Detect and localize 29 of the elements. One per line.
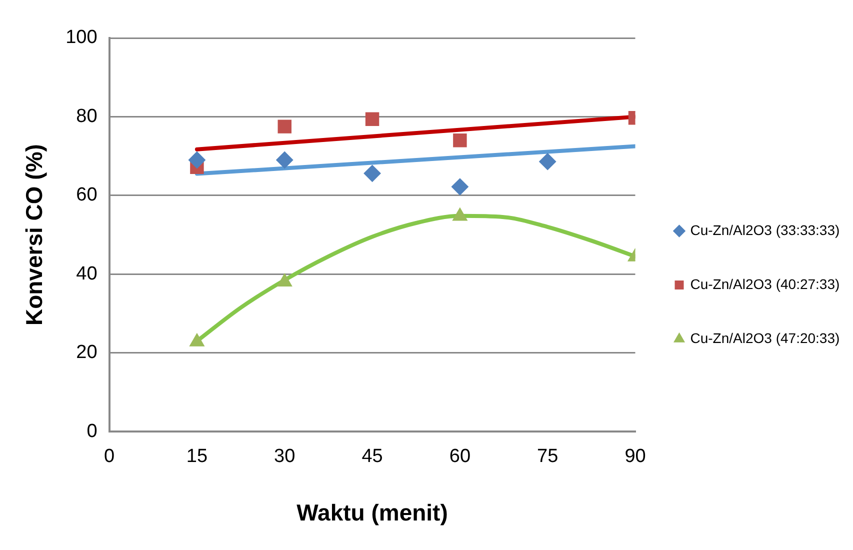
y-tick-label: 20 [76, 342, 98, 364]
point [364, 164, 381, 182]
y-tick-label: 100 [66, 27, 98, 48]
x-axis-title: Waktu (menit) [296, 500, 448, 526]
legend-label: Cu-Zn/Al2O3 (33:33:33) [690, 222, 840, 238]
point [365, 112, 380, 126]
point [277, 274, 292, 287]
point [190, 333, 204, 346]
y-tick-label: 40 [76, 263, 98, 284]
y-tick-label: 80 [76, 106, 98, 127]
point [539, 153, 556, 170]
y-tick-label: 0 [86, 420, 98, 442]
point [453, 133, 467, 148]
point [276, 152, 294, 169]
point [452, 208, 468, 221]
x-tick-label: 30 [274, 446, 296, 468]
y-axis-title: Konversi CO (%) [21, 144, 48, 326]
x-tick-label: 75 [537, 446, 558, 468]
point [278, 120, 292, 134]
legend-label: Cu-Zn/Al2O3 (40:27:33) [690, 276, 840, 292]
x-tick-label: 15 [186, 446, 208, 468]
x-tick-label: 45 [362, 446, 383, 468]
x-tick-label: 0 [104, 446, 115, 468]
legend-label: Cu-Zn/Al2O3 (47:20:33) [690, 330, 840, 346]
y-tick-label: 60 [76, 184, 98, 206]
point [188, 152, 206, 169]
x-tick-label: 60 [449, 446, 471, 468]
point [451, 178, 468, 196]
x-tick-label: 90 [624, 446, 646, 468]
